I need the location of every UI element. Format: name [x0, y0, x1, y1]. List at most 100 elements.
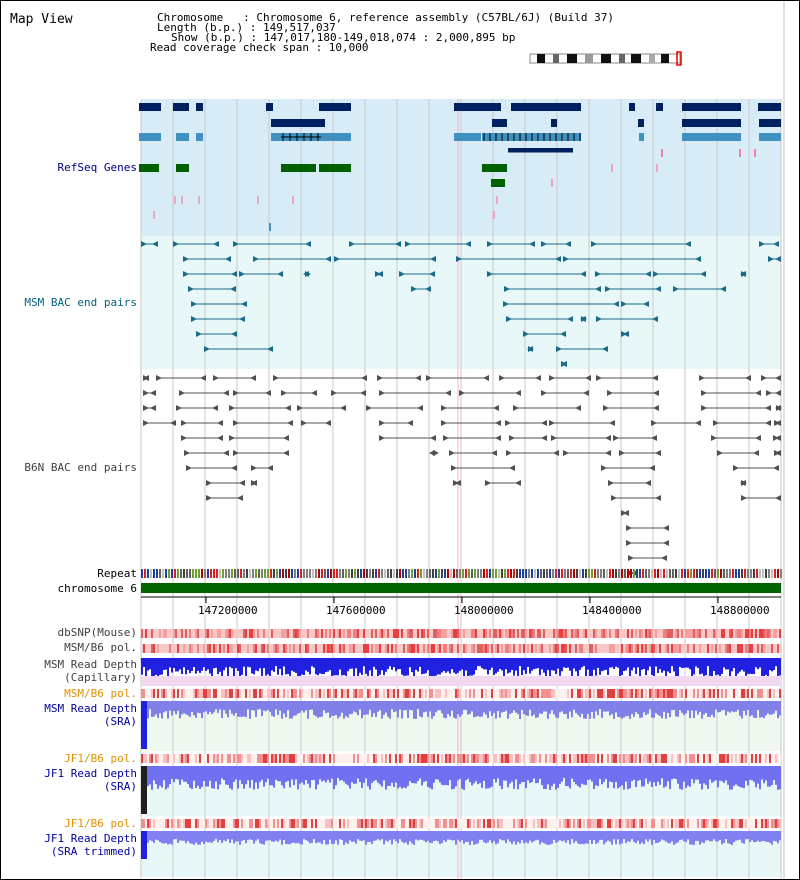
- track-label-jf1-depth-sra[interactable]: JF1 Read Depth: [44, 767, 137, 780]
- depth-bar: [157, 831, 159, 841]
- depth-bar: [349, 766, 351, 789]
- heat-cell: [447, 689, 449, 698]
- track-label-b6n-bac[interactable]: B6N BAC end pairs: [24, 461, 137, 474]
- heat-cell: [401, 819, 403, 828]
- repeat-mark: [309, 569, 311, 578]
- heat-cell: [611, 689, 613, 698]
- repeat-mark: [420, 569, 422, 578]
- heat-cell: [265, 644, 267, 653]
- bac-end: [305, 241, 311, 247]
- heat-cell: [473, 689, 475, 698]
- heat-cell: [409, 644, 411, 653]
- heat-cell: [615, 644, 617, 653]
- repeat-mark: [534, 569, 536, 578]
- depth-bar: [331, 701, 333, 716]
- heat-cell: [477, 629, 479, 638]
- heat-cell: [279, 819, 281, 828]
- depth-bar: [437, 701, 439, 711]
- track-label-jf1-b6-pol-trimmed[interactable]: JF1/B6 pol.: [64, 817, 137, 830]
- heat-cell: [595, 819, 597, 828]
- heat-cell: [175, 629, 177, 638]
- heat-cell: [527, 754, 529, 763]
- heat-cell: [607, 819, 609, 828]
- heat-cell: [229, 819, 231, 828]
- track-label-msm-depth-sra[interactable]: MSM Read Depth: [44, 702, 137, 715]
- depth-bar: [163, 658, 165, 670]
- heat-cell: [683, 689, 685, 698]
- heat-cell: [755, 629, 757, 638]
- depth-bar: [489, 701, 491, 712]
- heat-cell: [149, 629, 151, 638]
- heat-cell: [303, 629, 305, 638]
- heat-cell: [307, 819, 309, 828]
- heat-cell: [347, 754, 349, 763]
- track-label-msm-b6-pol-sra[interactable]: MSM/B6 pol.: [64, 687, 137, 700]
- heat-cell: [703, 629, 705, 638]
- heat-cell: [283, 819, 285, 828]
- bac-end: [695, 256, 701, 262]
- track-label-refseq-genes[interactable]: RefSeq Genes: [57, 161, 137, 174]
- heat-cell: [259, 754, 261, 763]
- heat-cell: [733, 689, 735, 698]
- heat-cell: [339, 644, 341, 653]
- depth-bar: [521, 766, 523, 783]
- track-label-dbsnp[interactable]: dbSNP(Mouse): [57, 626, 137, 639]
- heat-cell: [375, 629, 377, 638]
- heat-cell: [737, 644, 739, 653]
- gene-tick: [198, 196, 200, 204]
- heat-cell: [195, 754, 197, 763]
- heat-cell: [437, 819, 439, 828]
- heat-cell: [757, 644, 759, 653]
- depth-bar: [261, 701, 263, 717]
- bac-end: [143, 390, 149, 396]
- depth-bar: [737, 766, 739, 786]
- track-label-jf1-b6-pol[interactable]: JF1/B6 pol.: [64, 752, 137, 765]
- heat-cell: [517, 629, 519, 638]
- depth-bar: [295, 658, 297, 673]
- heat-cell: [753, 629, 755, 638]
- repeat-mark: [651, 569, 653, 578]
- bac-end: [429, 271, 435, 277]
- heat-cell: [659, 689, 661, 698]
- heat-cell: [199, 819, 201, 828]
- heat-cell: [233, 644, 235, 653]
- track-label-msm-b6-pol[interactable]: MSM/B6 pol.: [64, 641, 137, 654]
- heat-cell: [695, 644, 697, 653]
- depth-bar: [677, 701, 679, 717]
- depth-bar: [431, 766, 433, 790]
- depth-bar: [537, 766, 539, 783]
- depth-bar: [531, 831, 533, 843]
- heat-cell: [765, 689, 767, 698]
- heat-cell: [315, 819, 317, 828]
- depth-bar: [257, 658, 259, 672]
- depth-bar: [747, 701, 749, 710]
- heat-cell: [145, 819, 147, 828]
- heat-cell: [243, 644, 245, 653]
- heat-cell: [213, 754, 215, 763]
- track-label-msm-bac[interactable]: MSM BAC end pairs: [24, 296, 137, 309]
- heat-cell: [723, 629, 725, 638]
- repeat-mark: [462, 569, 464, 578]
- depth-bar: [185, 658, 187, 675]
- depth-bar: [741, 701, 743, 719]
- heat-cell: [663, 689, 665, 698]
- heat-cell: [267, 689, 269, 698]
- heat-cell: [399, 629, 401, 638]
- bac-end: [429, 450, 435, 456]
- track-label-jf1-depth-trimmed[interactable]: JF1 Read Depth: [44, 832, 137, 845]
- depth-bar: [553, 658, 555, 671]
- depth-bar: [241, 766, 243, 785]
- depth-bar: [447, 766, 449, 786]
- heat-cell: [149, 644, 151, 653]
- heat-cell: [677, 644, 679, 653]
- depth-bar: [253, 831, 255, 844]
- chromosome-ideogram[interactable]: [530, 53, 683, 65]
- depth-bar: [545, 766, 547, 790]
- heat-cell: [719, 689, 721, 698]
- depth-bar: [543, 766, 545, 789]
- heat-cell: [545, 629, 547, 638]
- heat-cell: [369, 689, 371, 698]
- heat-cell: [573, 629, 575, 638]
- track-label-msm-depth-capillary[interactable]: MSM Read Depth: [44, 658, 137, 671]
